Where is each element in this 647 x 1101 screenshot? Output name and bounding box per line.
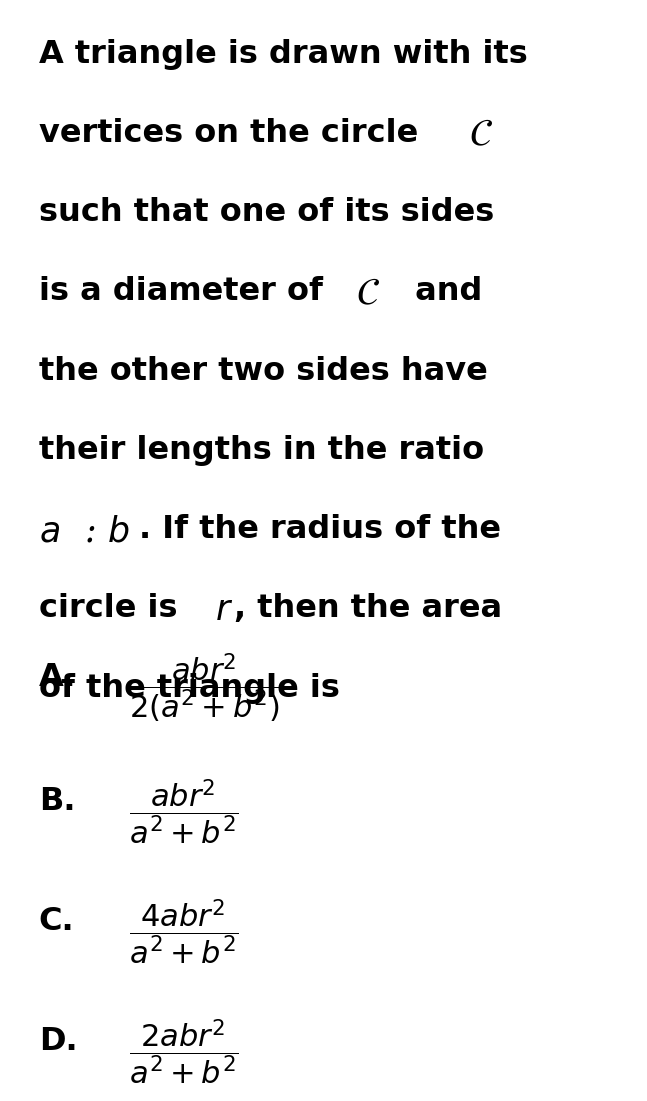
Text: D.: D. xyxy=(39,1026,78,1057)
Text: C.: C. xyxy=(39,906,74,937)
Text: A triangle is drawn with its: A triangle is drawn with its xyxy=(39,39,527,69)
Text: $\mathcal{C}$: $\mathcal{C}$ xyxy=(356,276,380,313)
Text: $r$: $r$ xyxy=(215,593,233,628)
Text: $b$: $b$ xyxy=(107,514,129,548)
Text: $\dfrac{abr^2}{2(a^2+b^2)}$: $\dfrac{abr^2}{2(a^2+b^2)}$ xyxy=(129,652,283,724)
Text: :: : xyxy=(74,514,108,548)
Text: $\mathcal{C}$: $\mathcal{C}$ xyxy=(469,118,493,154)
Text: $\dfrac{2abr^2}{a^2+b^2}$: $\dfrac{2abr^2}{a^2+b^2}$ xyxy=(129,1018,239,1087)
Text: such that one of its sides: such that one of its sides xyxy=(39,197,494,228)
Text: $\dfrac{4abr^2}{a^2+b^2}$: $\dfrac{4abr^2}{a^2+b^2}$ xyxy=(129,898,239,967)
Text: vertices on the circle: vertices on the circle xyxy=(39,118,429,149)
Text: their lengths in the ratio: their lengths in the ratio xyxy=(39,435,484,466)
Text: and: and xyxy=(404,276,483,307)
Text: . If the radius of the: . If the radius of the xyxy=(139,514,501,545)
Text: is a diameter of: is a diameter of xyxy=(39,276,334,307)
Text: B.: B. xyxy=(39,786,75,817)
Text: circle is: circle is xyxy=(39,593,188,624)
Text: $a$: $a$ xyxy=(39,514,60,548)
Text: $\dfrac{abr^2}{a^2+b^2}$: $\dfrac{abr^2}{a^2+b^2}$ xyxy=(129,778,239,847)
Text: the other two sides have: the other two sides have xyxy=(39,356,488,386)
Text: of the triangle is: of the triangle is xyxy=(39,673,340,704)
Text: A.: A. xyxy=(39,662,76,693)
Text: , then the area: , then the area xyxy=(234,593,502,624)
